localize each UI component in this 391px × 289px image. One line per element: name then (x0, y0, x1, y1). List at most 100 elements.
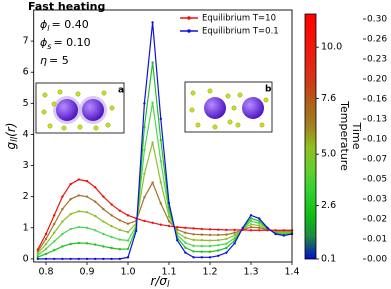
point (208, 256, 212, 259)
point (217, 228, 220, 231)
point (53, 240, 56, 243)
point (69, 197, 72, 201)
point (225, 233, 228, 236)
point (159, 223, 162, 226)
legend-label: Equilibrium T=0.1 (202, 27, 279, 37)
annotation: ϕl = 0.40 (40, 18, 89, 33)
point (94, 257, 97, 261)
colorbar-tick-label: 0.10 (367, 135, 387, 145)
point (233, 231, 236, 234)
point (159, 160, 162, 163)
point (176, 239, 179, 242)
series-line (37, 102, 293, 256)
point (53, 248, 56, 252)
point (192, 244, 195, 248)
point (110, 214, 113, 217)
point (118, 219, 122, 222)
point (159, 138, 162, 142)
point (217, 239, 220, 242)
sphere (82, 99, 104, 121)
point (69, 242, 72, 246)
point (61, 220, 64, 223)
point (77, 194, 81, 197)
point (176, 225, 179, 229)
point (126, 222, 130, 225)
x-tick-label: 1.2 (202, 267, 217, 278)
point (217, 249, 220, 252)
point (143, 125, 146, 129)
point (217, 244, 220, 247)
point (249, 225, 253, 229)
point (208, 233, 212, 237)
y-tick-label: 6 (23, 67, 29, 78)
point (69, 257, 72, 261)
point (44, 257, 48, 261)
point (233, 242, 236, 245)
insets: a b (35, 81, 273, 134)
point (151, 181, 154, 184)
colorbar (304, 13, 317, 260)
point (167, 224, 171, 228)
point (61, 245, 64, 248)
point (184, 246, 187, 249)
point (274, 232, 277, 236)
colorbar-tick-label: 0.1 (321, 254, 336, 265)
point (44, 247, 48, 251)
y-tick-label: 2 (23, 191, 29, 202)
point (266, 226, 269, 229)
point (61, 257, 64, 261)
point (102, 220, 105, 223)
point (110, 257, 113, 261)
x-axis-label: r/σl (150, 274, 170, 289)
series-line (37, 142, 293, 254)
point (36, 248, 39, 251)
colorbar-tick-label: 0.26 (367, 35, 387, 45)
point (208, 239, 212, 242)
point (85, 195, 89, 198)
point (258, 229, 261, 232)
x-tick-label: 1.1 (161, 267, 176, 278)
point (85, 226, 89, 229)
point (217, 233, 220, 237)
point (69, 212, 72, 216)
point (36, 257, 39, 261)
point (44, 242, 48, 246)
annotation: η = 5 (40, 54, 69, 67)
point (44, 237, 48, 241)
point (249, 217, 253, 220)
x-tick-label: 0.9 (79, 267, 94, 278)
colorbar-tick-label: 0.01 (367, 235, 387, 245)
legend-marker (187, 16, 191, 20)
point (135, 229, 138, 233)
colorbar-tick-label: 0.13 (367, 115, 387, 125)
legend-marker (187, 29, 191, 33)
point (184, 251, 187, 254)
point (77, 225, 81, 229)
point (200, 250, 203, 253)
point (258, 226, 261, 229)
point (85, 257, 89, 261)
point (69, 227, 72, 231)
point (282, 229, 285, 232)
point (36, 255, 39, 259)
x-tick-label: 1.0 (120, 267, 135, 278)
point (184, 231, 187, 234)
y-tick-label: 3 (23, 160, 29, 171)
plot-frame (33, 9, 293, 263)
point (126, 230, 130, 234)
point (118, 209, 122, 212)
point (102, 232, 105, 236)
point (225, 251, 228, 254)
point (126, 239, 130, 242)
point (208, 228, 212, 231)
colorbar-tick-label: 0.20 (367, 75, 387, 85)
point (208, 244, 212, 248)
point (274, 229, 277, 232)
point (258, 224, 261, 227)
y-axis-label: gll(r) (4, 123, 20, 150)
point (184, 226, 187, 229)
colorbar-tick-label: 0.02 (367, 215, 387, 225)
point (200, 244, 203, 248)
point (85, 242, 89, 245)
point (143, 102, 146, 105)
